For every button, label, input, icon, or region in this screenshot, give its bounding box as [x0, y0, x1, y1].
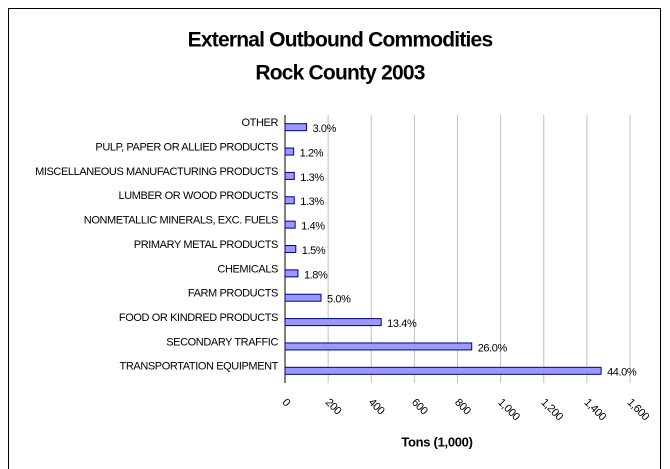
y-tick-label: LUMBER OR WOOD PRODUCTS — [119, 190, 279, 202]
y-tick-label: OTHER — [241, 117, 278, 129]
bar — [284, 269, 299, 278]
data-label: 1.5% — [302, 245, 326, 257]
data-label: 1.8% — [304, 269, 328, 281]
bar — [284, 366, 602, 375]
y-tick-label: TRANSPORTATION EQUIPMENT — [120, 361, 279, 373]
chart-subtitle: Rock County 2003 — [255, 62, 424, 85]
data-label: 5.0% — [327, 294, 351, 306]
chart-frame — [8, 8, 661, 469]
bar — [284, 318, 382, 327]
bar — [284, 123, 308, 132]
y-tick-label: CHEMICALS — [217, 263, 278, 275]
data-label: 1.2% — [300, 147, 324, 159]
x-axis-title: Tons (1,000) — [401, 434, 472, 449]
bar — [284, 220, 296, 229]
data-label: 1.3% — [300, 196, 324, 208]
y-tick-label: PULP, PAPER OR ALLIED PRODUCTS — [95, 141, 278, 153]
data-label: 13.4% — [387, 318, 417, 330]
data-label: 1.4% — [301, 221, 325, 233]
y-tick-label: MISCELLANEOUS MANUFACTURING PRODUCTS — [35, 166, 278, 178]
y-tick-label: PRIMARY METAL PRODUCTS — [134, 239, 278, 251]
bar — [284, 342, 473, 351]
chart-title: External Outbound Commodities — [188, 29, 493, 52]
data-label: 1.3% — [300, 172, 324, 184]
data-label: 44.0% — [607, 367, 637, 379]
y-tick-label: SECONDARY TRAFFIC — [166, 336, 278, 348]
y-tick-label: NONMETALLIC MINERALS, EXC. FUELS — [84, 215, 278, 227]
bar — [284, 196, 295, 205]
bar — [284, 293, 322, 302]
y-tick-label: FARM PRODUCTS — [188, 288, 278, 300]
bar — [284, 245, 297, 253]
y-tick-label: FOOD OR KINDRED PRODUCTS — [119, 312, 278, 324]
bar — [284, 147, 295, 156]
data-label: 26.0% — [478, 342, 508, 354]
data-label: 3.0% — [313, 123, 337, 135]
bar — [284, 171, 295, 180]
